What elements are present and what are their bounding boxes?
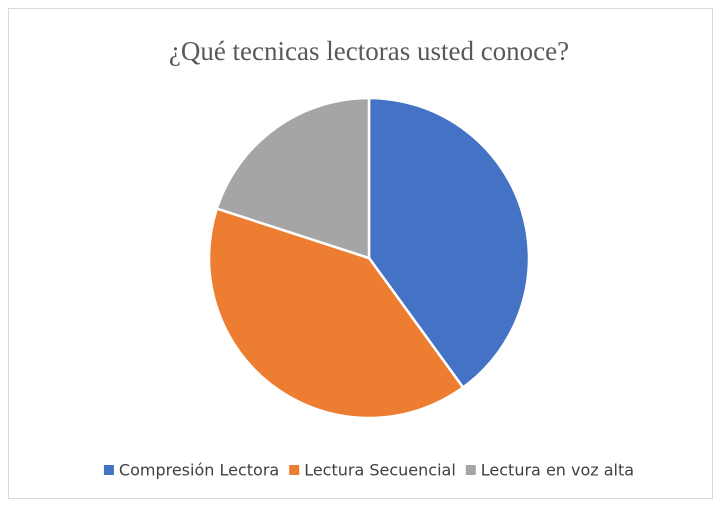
legend-swatch	[289, 465, 300, 475]
legend-label: Compresión Lectora	[119, 461, 279, 480]
pie-slice	[367, 96, 531, 390]
legend-swatch	[103, 465, 114, 475]
pie-slice	[215, 96, 371, 260]
chart-title: ¿Qué tecnicas lectoras usted conoce?	[169, 36, 569, 66]
legend-label: Lectura Secuencial	[304, 461, 456, 480]
legend-swatch	[465, 465, 476, 475]
legend-label: Lectura en voz alta	[481, 461, 634, 480]
pie-slice	[207, 206, 465, 420]
